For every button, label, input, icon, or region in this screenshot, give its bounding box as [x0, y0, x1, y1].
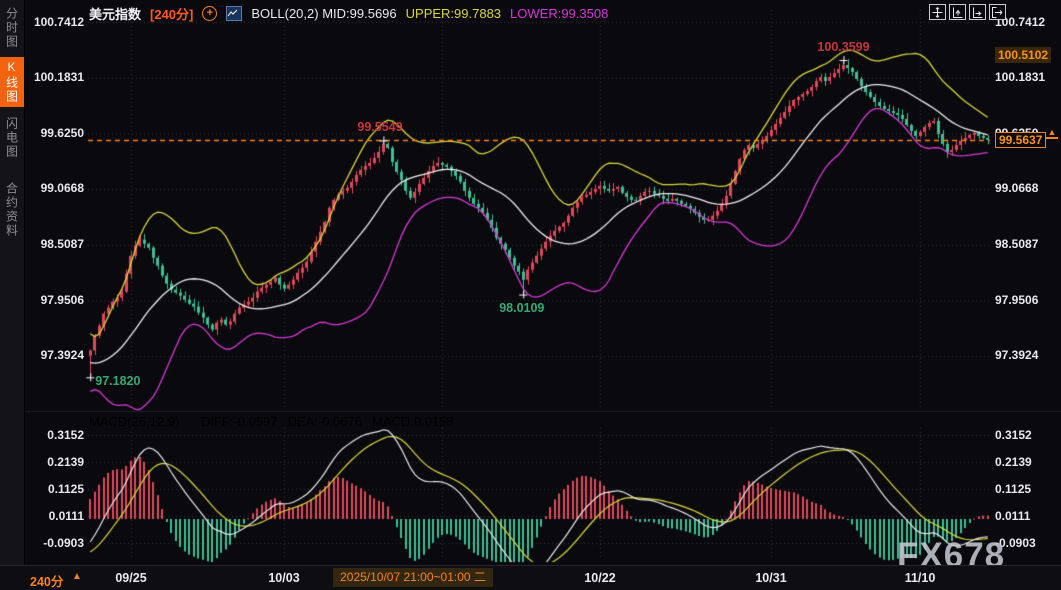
sidebar-item-flash-chart[interactable]: 闪电图	[0, 110, 24, 166]
macd-axis-label: 0.2139	[24, 455, 84, 469]
time-axis-bar: 240分 ▲ 09/25 10/03 2025/10/07 21:00~01:0…	[0, 565, 1061, 590]
boll-upper-value: UPPER:99.7883	[406, 6, 501, 21]
macd-axis-label: 0.1125	[24, 482, 84, 496]
scroll-to-latest-icon[interactable]: ▲	[1046, 128, 1058, 139]
annotation-high-top: 100.3599	[817, 40, 869, 54]
chart-toolbar	[929, 4, 1006, 20]
price-axis-label: 97.3924	[995, 348, 1055, 362]
add-indicator-icon[interactable]: +	[202, 6, 217, 21]
x-tick: 10/31	[741, 571, 801, 585]
boll-label: BOLL(20,2) MID:99.5696	[251, 6, 396, 21]
chart-header: 美元指数 [240分] + BOLL(20,2) MID:99.5696 UPP…	[89, 4, 608, 23]
macd-axis-label: 0.1125	[995, 482, 1055, 496]
annotation-low-start: 97.1820	[95, 374, 140, 388]
sidebar-item-contract-info[interactable]: 合约资料	[0, 174, 24, 246]
sidebar-item-timeline-chart[interactable]: 分时图	[0, 2, 24, 54]
x-tick: 09/25	[101, 571, 161, 585]
price-axis-label: 97.3924	[24, 348, 84, 362]
macd-axis-label: 0.0111	[995, 509, 1055, 523]
price-axis-label: 98.5087	[24, 237, 84, 251]
period-selector-arrow-icon[interactable]: ▲	[72, 571, 82, 582]
annotation-high-oct: 99.5549	[357, 120, 402, 134]
sidebar-item-kline-chart[interactable]: K线图	[0, 57, 24, 107]
macd-axis-label: 0.2139	[995, 455, 1055, 469]
move-tool-icon[interactable]	[929, 4, 946, 20]
mini-chart-icon[interactable]	[226, 6, 242, 21]
price-axis-label: 97.9506	[995, 293, 1055, 307]
zoom-out-axis-icon[interactable]	[969, 4, 986, 20]
go-to-latest-icon[interactable]	[989, 4, 1006, 20]
price-axis-label: 99.0668	[24, 181, 84, 195]
zoom-in-axis-icon[interactable]	[949, 4, 966, 20]
sidebar: 分时图 K线图 闪电图 合约资料	[0, 0, 25, 565]
period-label[interactable]: [240分]	[150, 4, 193, 23]
symbol-name: 美元指数	[89, 4, 141, 23]
macd-dea-value: DEA:-0.0676	[288, 414, 362, 429]
period-selector[interactable]: 240分	[30, 571, 63, 590]
x-tick: 11/10	[890, 571, 950, 585]
macd-value: MACD:0.0158	[372, 414, 454, 429]
price-axis-label: 99.0668	[995, 181, 1055, 195]
macd-axis-label: 0.3152	[24, 428, 84, 442]
macd-axis-label: 0.3152	[995, 428, 1055, 442]
highlighted-candle-time: 2025/10/07 21:00~01:00 二	[333, 568, 493, 587]
price-axis-label: 100.1831	[995, 70, 1055, 84]
price-axis-label: 97.9506	[24, 293, 84, 307]
price-chart-canvas[interactable]	[0, 0, 1061, 590]
chart-application: 分时图 K线图 闪电图 合约资料 美元指数 [240分] + BOLL(20,2…	[0, 0, 1061, 590]
price-axis-label: 100.1831	[24, 70, 84, 84]
macd-axis-label: -0.0903	[24, 536, 84, 550]
price-axis-label: 98.5087	[995, 237, 1055, 251]
price-axis-label: 99.6250	[24, 126, 84, 140]
macd-name: MACD(26,12,9) DIFF:-0.0597	[89, 414, 278, 429]
x-tick: 10/03	[254, 571, 314, 585]
annotation-low-mid: 98.0109	[499, 301, 544, 315]
macd-axis-label: 0.0111	[24, 509, 84, 523]
boll-lower-value: LOWER:99.3508	[510, 6, 608, 21]
x-tick: 10/22	[570, 571, 630, 585]
current-price-badge: 99.5637	[995, 132, 1046, 148]
price-axis-label: 100.7412	[24, 15, 84, 29]
macd-header: MACD(26,12,9) DIFF:-0.0597 DEA:-0.0676 M…	[89, 414, 454, 429]
period-high-label: 100.5102	[995, 47, 1051, 63]
